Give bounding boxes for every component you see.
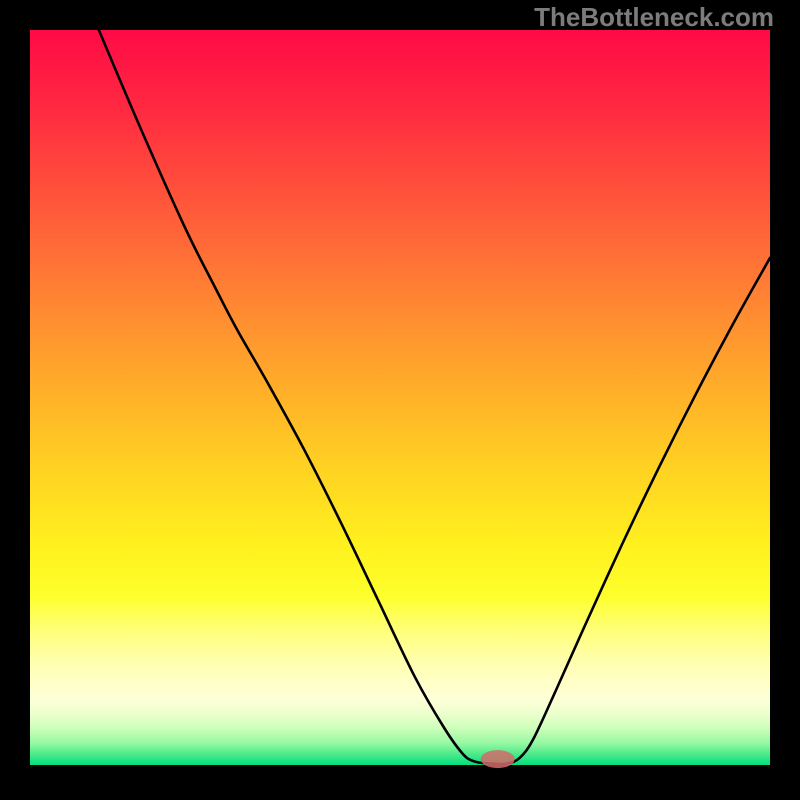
optimal-point-marker — [481, 750, 515, 768]
watermark-text: TheBottleneck.com — [534, 2, 774, 33]
gradient-background — [30, 30, 770, 765]
bottleneck-chart — [0, 0, 800, 800]
